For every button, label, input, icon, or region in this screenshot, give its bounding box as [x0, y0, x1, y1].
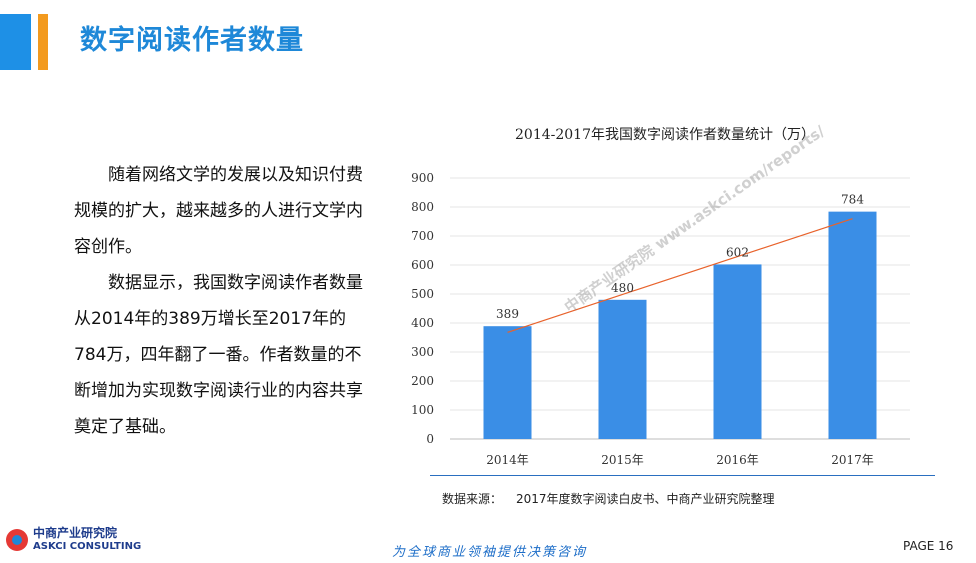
chart-title: 2014-2017年我国数字阅读作者数量统计（万）: [515, 127, 815, 143]
logo-icon: [6, 529, 28, 551]
data-label: 602: [726, 245, 749, 259]
body-text: 随着网络文学的发展以及知识付费规模的扩大，越来越多的人进行文学内容创作。 数据显…: [74, 157, 374, 445]
y-tick-label: 0: [426, 432, 434, 446]
company-logo: 中商产业研究院 ASKCI CONSULTING: [6, 527, 141, 553]
x-tick-label: 2017年: [831, 453, 874, 467]
source-note: 数据来源： 2017年度数字阅读白皮书、中商产业研究院整理: [442, 490, 775, 507]
accent-bar-orange: [38, 14, 48, 70]
y-tick-label: 600: [411, 258, 434, 272]
data-label: 784: [841, 193, 864, 207]
trend-line: [507, 218, 853, 333]
page-number: PAGE 16: [903, 539, 954, 553]
footer-slogan: 为全球商业领袖提供决策咨询: [392, 545, 588, 560]
y-tick-label: 800: [411, 200, 434, 214]
chart-bars: [483, 211, 877, 439]
x-tick-label: 2015年: [601, 453, 644, 467]
bar-chart: 0 100 200 300 400 500 600 700 800 900 389 480 602 78…: [411, 171, 910, 467]
y-tick-label: 200: [411, 374, 434, 388]
bar: [598, 299, 647, 439]
y-tick-label: 100: [411, 403, 434, 417]
accent-bar-blue: [0, 14, 31, 70]
bar: [483, 326, 532, 439]
y-tick-label: 300: [411, 345, 434, 359]
body-paragraph-1: 随着网络文学的发展以及知识付费规模的扩大，越来越多的人进行文学内容创作。: [74, 165, 363, 257]
y-tick-label: 500: [411, 287, 434, 301]
data-label: 389: [496, 307, 519, 321]
x-axis: 2014年 2015年 2016年 2017年: [486, 453, 874, 467]
bar: [713, 264, 762, 439]
y-tick-label: 700: [411, 229, 434, 243]
logo-name-cn: 中商产业研究院: [33, 526, 118, 540]
source-label: 数据来源：: [442, 492, 503, 506]
source-divider: [430, 475, 935, 476]
body-paragraph-2: 数据显示，我国数字阅读作者数量从2014年的389万增长至2017年的784万，…: [74, 273, 363, 437]
y-tick-label: 900: [411, 171, 434, 185]
x-tick-label: 2016年: [716, 453, 759, 467]
source-text: 2017年度数字阅读白皮书、中商产业研究院整理: [516, 492, 775, 506]
bar: [828, 211, 877, 439]
x-tick-label: 2014年: [486, 453, 529, 467]
data-label: 480: [611, 281, 634, 295]
logo-name-en: ASKCI CONSULTING: [33, 541, 142, 552]
trend-line-group: [507, 218, 853, 333]
page-title: 数字阅读作者数量: [80, 25, 304, 56]
data-labels: 389 480 602 784: [496, 193, 864, 322]
y-axis: 0 100 200 300 400 500 600 700 800 900: [411, 171, 434, 446]
y-tick-label: 400: [411, 316, 434, 330]
